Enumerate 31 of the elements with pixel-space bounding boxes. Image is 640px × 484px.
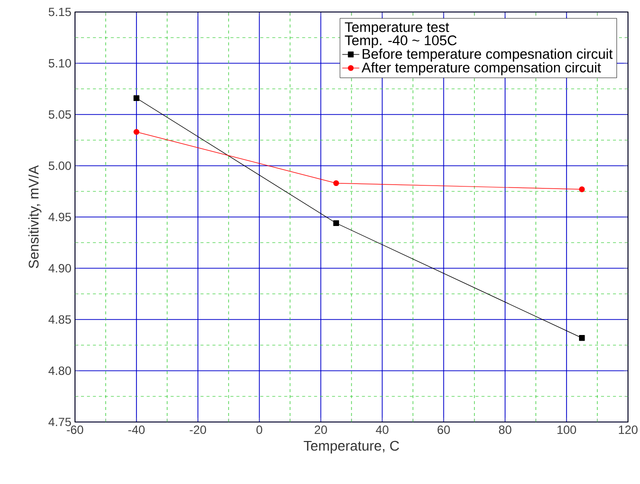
y-tick-label: 5.05 bbox=[48, 110, 71, 119]
y-tick-label: 4.90 bbox=[48, 264, 72, 272]
point bbox=[579, 335, 585, 341]
legend-title: Temperature test bbox=[344, 22, 450, 35]
point bbox=[579, 186, 585, 192]
y-axis-title: Sensitivity, mV/A bbox=[28, 165, 42, 268]
x-tick-label: -60 bbox=[66, 426, 84, 434]
x-tick-label: 80 bbox=[498, 426, 512, 434]
x-tick-label: 120 bbox=[618, 426, 638, 434]
point bbox=[333, 180, 340, 186]
x-axis-title: Temperature, C bbox=[304, 440, 400, 454]
x-tick-label: 20 bbox=[314, 426, 327, 434]
y-tick-label: 5.15 bbox=[48, 8, 71, 16]
x-tick-label: 100 bbox=[557, 426, 576, 434]
y-tick-label: 4.85 bbox=[48, 315, 71, 324]
x-tick-label: 0 bbox=[256, 426, 262, 434]
y-tick-label: 5.00 bbox=[48, 162, 72, 170]
y-tick-label: 4.75 bbox=[48, 418, 71, 426]
y-tick-label: 4.95 bbox=[48, 212, 71, 222]
x-tick-label: -40 bbox=[128, 426, 145, 434]
legend-label: Before temperature compesnation circuit bbox=[362, 48, 613, 62]
y-tick-label: 5.10 bbox=[48, 59, 72, 68]
y-tick-label: 4.80 bbox=[48, 366, 72, 375]
point bbox=[134, 95, 140, 101]
point bbox=[333, 220, 340, 226]
point bbox=[134, 129, 140, 135]
x-tick-label: -20 bbox=[190, 426, 206, 434]
legend-label: After temperature compensation circuit bbox=[362, 62, 601, 76]
annotation: Temp. -40 ~ 105C bbox=[344, 35, 457, 48]
x-tick-label: 40 bbox=[376, 426, 388, 434]
x-tick-label: 60 bbox=[438, 426, 450, 434]
